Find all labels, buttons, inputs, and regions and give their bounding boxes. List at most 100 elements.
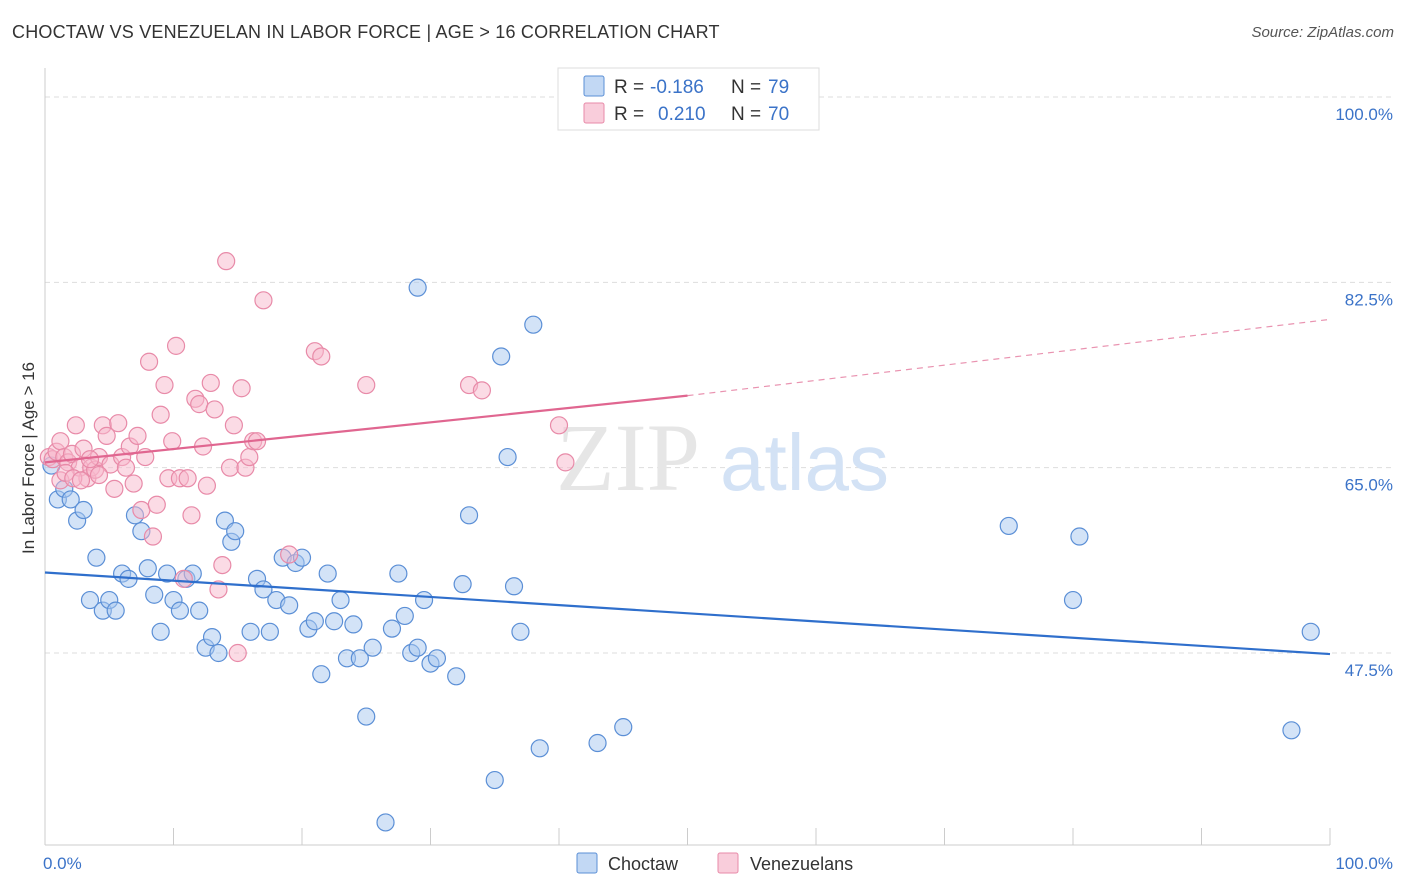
data-point-venezuelan [240, 447, 259, 467]
trend-line-venezuelan [44, 394, 688, 464]
series-legend-label-choctaw: Choctaw [608, 854, 679, 874]
y-tick-label: 65.0% [1345, 476, 1393, 495]
data-point-choctaw [1282, 721, 1301, 740]
series-legend-label-venezuelans: Venezuelans [750, 854, 853, 874]
data-point-choctaw [74, 500, 93, 520]
data-point-choctaw [305, 612, 324, 631]
data-point-choctaw [312, 665, 331, 684]
series-legend: Choctaw Venezuelans [576, 852, 853, 874]
data-point-choctaw [453, 575, 472, 594]
data-point-venezuelan [190, 395, 209, 414]
data-point-venezuelan [178, 469, 197, 488]
data-point-choctaw [363, 638, 382, 657]
data-point-choctaw [280, 596, 299, 615]
data-point-venezuelan [213, 555, 232, 575]
data-point-choctaw [1301, 622, 1320, 641]
data-point-venezuelan [220, 458, 240, 477]
y-tick-label: 100.0% [1335, 105, 1393, 124]
data-point-venezuelan [105, 479, 124, 498]
data-point-choctaw [226, 522, 245, 541]
data-point-choctaw [511, 622, 530, 641]
x-tick-label: 100.0% [1335, 854, 1393, 873]
data-point-choctaw [145, 585, 164, 604]
data-point-venezuelan [312, 347, 331, 366]
data-point-choctaw [325, 612, 344, 631]
data-point-venezuelan [357, 375, 376, 395]
legend-n-value: 70 [768, 104, 789, 125]
data-point-choctaw [87, 548, 106, 567]
data-point-choctaw [190, 601, 209, 620]
data-point-choctaw [151, 622, 170, 641]
data-point-venezuelan [232, 379, 251, 398]
data-point-choctaw [350, 649, 369, 668]
legend-r-value: 0.210 [658, 104, 706, 125]
data-point-venezuelan [147, 495, 166, 514]
data-point-choctaw [357, 707, 376, 726]
data-point-choctaw [61, 490, 80, 509]
data-point-choctaw [331, 590, 350, 610]
data-point-venezuelan [163, 432, 182, 451]
data-point-choctaw [492, 347, 511, 366]
data-point-choctaw [408, 278, 427, 297]
data-point-venezuelan [116, 458, 136, 477]
data-point-choctaw [504, 577, 524, 596]
y-axis-title: In Labor Force | Age > 16 [19, 362, 38, 554]
data-point-venezuelan [472, 381, 491, 400]
data-point-choctaw [408, 638, 427, 657]
data-point-choctaw [170, 601, 190, 620]
data-point-choctaw [524, 315, 543, 334]
legend-swatch-venezuelans [583, 102, 605, 124]
data-point-choctaw [485, 770, 504, 790]
data-point-choctaw [241, 622, 260, 641]
trend-lines [44, 318, 1331, 656]
y-tick-label: 47.5% [1345, 661, 1393, 680]
data-point-choctaw [157, 564, 177, 583]
data-point-choctaw [202, 628, 222, 647]
data-point-venezuelan [89, 465, 109, 485]
data-point-choctaw [447, 667, 466, 686]
data-point-venezuelan [209, 580, 228, 599]
data-point-venezuelan [182, 506, 201, 525]
legend-r-value: -0.186 [650, 77, 704, 98]
legend-n-value: 79 [768, 77, 789, 98]
data-point-choctaw [260, 622, 279, 641]
data-point-choctaw [530, 739, 549, 758]
data-points [39, 252, 1320, 832]
data-point-venezuelan [224, 416, 243, 435]
data-point-venezuelan [66, 416, 85, 435]
x-tick-label: 0.0% [43, 854, 82, 873]
data-point-venezuelan [143, 527, 163, 546]
data-point-choctaw [427, 649, 447, 668]
data-point-choctaw [389, 564, 408, 583]
grid-lines: 47.5% 65.0% 82.5% 100.0% [45, 96, 1395, 680]
data-point-venezuelan [139, 352, 159, 371]
data-point-choctaw [459, 506, 479, 525]
trend-line-extension-venezuelan [687, 318, 1331, 397]
data-point-choctaw [209, 643, 228, 663]
legend-swatch-choctaw [583, 75, 605, 97]
data-point-choctaw [588, 733, 607, 753]
data-point-choctaw [382, 619, 402, 638]
series-legend-swatch-venezuelans [717, 852, 739, 874]
data-point-venezuelan [197, 476, 217, 495]
data-point-venezuelan [155, 375, 174, 395]
legend-r-label: R = [614, 104, 644, 125]
data-point-choctaw [376, 813, 395, 832]
y-tick-label: 82.5% [1345, 290, 1393, 309]
data-point-venezuelan [71, 471, 91, 490]
data-point-venezuelan [124, 474, 143, 493]
data-point-venezuelan [549, 416, 569, 435]
data-point-venezuelan [151, 405, 170, 424]
data-point-choctaw [395, 606, 414, 626]
chart-title: CHOCTAW VS VENEZUELAN IN LABOR FORCE | A… [12, 22, 720, 42]
data-point-venezuelan [254, 291, 273, 310]
correlation-legend: R = -0.186 N = 79 R = 0.210 N = 70 [557, 67, 820, 131]
watermark-atlas: atlas [720, 418, 889, 507]
data-point-choctaw [106, 601, 125, 620]
data-point-choctaw [1070, 527, 1089, 546]
data-point-venezuelan [97, 426, 116, 445]
data-point-choctaw [614, 718, 633, 737]
data-point-venezuelan [205, 400, 224, 419]
data-point-choctaw [414, 590, 434, 610]
